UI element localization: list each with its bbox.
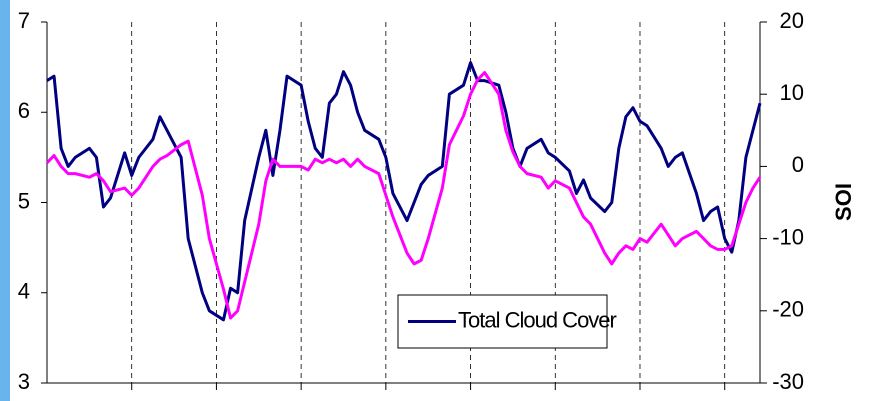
y-tick-label: 5 [18,188,30,213]
y-tick-label: 3 [18,369,30,394]
y-tick-label: 6 [18,98,30,123]
series-line [45,71,762,320]
series-line [46,61,762,322]
y2-axis-label: SOI [831,183,856,221]
y2-tick-label: -30 [772,369,804,394]
y2-tick-label: 10 [780,80,804,105]
legend-label: Total Cloud Cover [458,307,617,332]
y2-tick-label: 0 [792,152,804,177]
legend-box [397,294,608,349]
side-strip [0,0,10,401]
y2-tick-label: 20 [780,8,804,33]
y2-tick-label: -20 [772,297,804,322]
y-tick-label: 4 [18,279,30,304]
y-tick-label: 7 [18,8,30,33]
y2-tick-label: -10 [772,224,804,249]
